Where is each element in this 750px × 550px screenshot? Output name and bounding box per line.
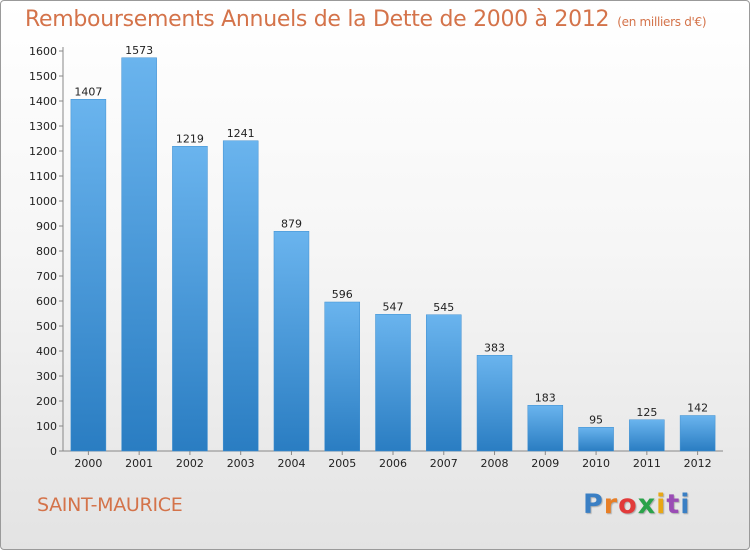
data-label: 142 [687, 402, 708, 415]
y-tick-label: 300 [36, 370, 57, 383]
bar [426, 314, 462, 452]
y-tick-label: 100 [36, 420, 57, 433]
y-tick-label: 1400 [29, 95, 57, 108]
x-tick-label: 2011 [633, 457, 661, 470]
bar [375, 314, 411, 452]
commune-name: SAINT-MAURICE [37, 494, 183, 516]
data-label: 545 [433, 301, 454, 314]
x-tick-label: 2001 [125, 457, 153, 470]
chart-title-text: Remboursements Annuels de la Dette de 20… [25, 7, 610, 32]
logo-letter: i [656, 489, 667, 520]
data-label: 1573 [125, 44, 153, 57]
y-tick-label: 800 [36, 245, 57, 258]
y-tick-label: 1300 [29, 120, 57, 133]
data-label: 596 [332, 288, 353, 301]
bar [222, 140, 259, 452]
x-tick-label: 2007 [430, 457, 458, 470]
proxiti-logo: Proxiti [583, 489, 691, 520]
x-tick-label: 2012 [684, 457, 712, 470]
chart-unit-label: (en milliers d'€) [617, 15, 707, 29]
x-tick-label: 2003 [227, 457, 255, 470]
x-tick-label: 2002 [176, 457, 204, 470]
data-label: 1219 [176, 132, 204, 145]
logo-letter: x [637, 489, 657, 520]
y-tick-label: 0 [50, 445, 57, 458]
y-tick-label: 1500 [29, 70, 57, 83]
y-tick-label: 1200 [29, 145, 57, 158]
data-label: 183 [535, 391, 556, 404]
y-tick-label: 1600 [29, 45, 57, 58]
bar [679, 415, 716, 452]
bar [578, 427, 614, 452]
x-tick-label: 2010 [582, 457, 610, 470]
y-tick-label: 1100 [29, 170, 57, 183]
bar [121, 57, 157, 452]
y-tick-label: 1000 [29, 195, 57, 208]
x-tick-label: 2008 [481, 457, 509, 470]
y-tick-label: 500 [36, 320, 57, 333]
x-tick-label: 2005 [328, 457, 356, 470]
bar [629, 419, 665, 452]
y-tick-label: 900 [36, 220, 57, 233]
logo-letter: t [666, 489, 681, 520]
bar [476, 355, 513, 452]
x-tick-label: 2004 [277, 457, 305, 470]
bar [527, 405, 564, 452]
x-tick-label: 2006 [379, 457, 407, 470]
logo-letter: r [603, 489, 619, 520]
logo-letter: i [680, 489, 691, 520]
data-label: 95 [589, 413, 603, 426]
data-label: 879 [281, 217, 302, 230]
y-tick-label: 200 [36, 395, 57, 408]
bar [324, 301, 360, 452]
y-tick-label: 400 [36, 345, 57, 358]
data-label: 125 [636, 406, 657, 419]
data-label: 1241 [227, 127, 255, 140]
logo-letter: o [618, 489, 638, 520]
chart-title: Remboursements Annuels de la Dette de 20… [25, 7, 707, 32]
bar [70, 99, 107, 452]
logo-letter: P [583, 489, 604, 520]
bar [172, 146, 208, 452]
bar [273, 231, 310, 452]
x-tick-label: 2009 [531, 457, 559, 470]
x-tick-label: 2000 [74, 457, 102, 470]
data-label: 1407 [74, 85, 102, 98]
y-tick-label: 700 [36, 270, 57, 283]
y-tick-label: 600 [36, 295, 57, 308]
data-label: 383 [484, 341, 505, 354]
data-label: 547 [383, 300, 404, 313]
